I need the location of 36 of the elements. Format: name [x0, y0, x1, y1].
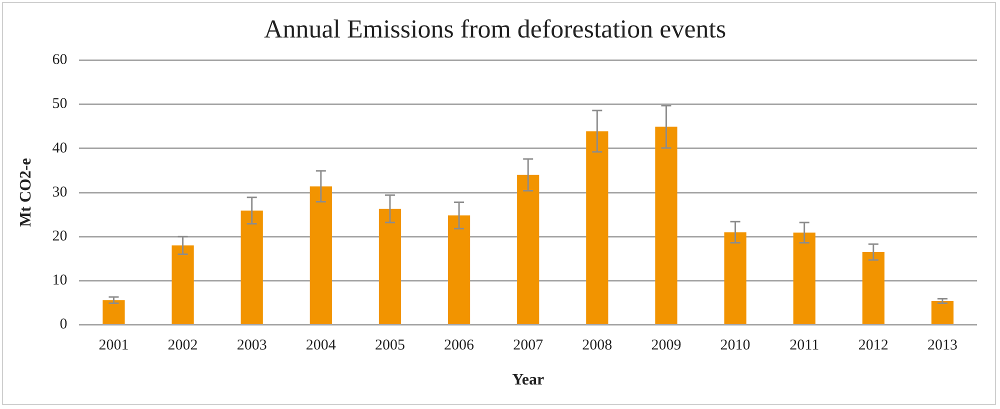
x-tick-label: 2012: [858, 338, 888, 354]
x-tick-label: 2010: [720, 338, 750, 354]
bar: [517, 174, 540, 324]
bar: [931, 300, 954, 324]
y-tick-label: 20: [52, 228, 68, 245]
bar: [240, 210, 263, 324]
y-tick-label: 0: [60, 316, 68, 333]
y-tick-label: 40: [52, 140, 68, 156]
y-tick-label: 10: [52, 272, 68, 289]
x-tick-label: 2004: [306, 338, 336, 354]
y-tick-label: 30: [52, 184, 68, 200]
x-tick-label: 2011: [790, 338, 820, 354]
bar: [172, 245, 194, 324]
bar: [724, 232, 746, 324]
x-tick-label: 2005: [374, 338, 405, 354]
bar: [862, 252, 884, 324]
x-axis-title: Year: [512, 372, 544, 389]
chart-title: Annual Emissions from deforestation events: [264, 14, 726, 44]
x-tick-label: 2013: [927, 338, 958, 354]
bar: [655, 126, 678, 324]
bar: [378, 208, 402, 324]
x-tick-label: 2008: [582, 338, 612, 354]
bar: [448, 215, 470, 324]
bar: [586, 131, 608, 324]
bar: [102, 300, 125, 324]
bar: [793, 232, 816, 324]
x-tick-label: 2006: [444, 338, 475, 354]
x-tick-label: 2002: [168, 338, 198, 354]
x-tick-label: 2009: [651, 338, 682, 354]
bar: [310, 186, 332, 324]
y-axis-title: Mt CO2-e: [18, 158, 35, 227]
y-tick-label: 50: [52, 96, 68, 112]
x-tick-label: 2003: [236, 338, 267, 354]
x-tick-label: 2001: [98, 338, 129, 354]
x-tick-label: 2007: [513, 338, 544, 354]
y-tick-label: 60: [52, 52, 68, 68]
